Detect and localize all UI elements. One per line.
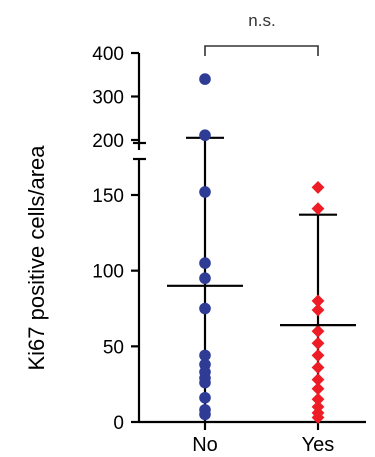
point-no-6 — [199, 349, 211, 362]
point-yes-7 — [311, 361, 325, 374]
point-yes-9 — [311, 382, 325, 396]
y-tick-label-400: 400 — [92, 44, 124, 65]
significance-bracket — [204, 45, 319, 56]
x-category-label-no: No — [192, 434, 218, 456]
point-no-11 — [199, 391, 211, 404]
point-no-3 — [199, 257, 211, 269]
y-tick-label-200: 200 — [92, 131, 124, 152]
point-yes-0 — [311, 181, 325, 194]
point-yes-2 — [311, 294, 325, 308]
y-tick-label-0: 0 — [113, 413, 124, 434]
point-yes-13 — [311, 411, 325, 424]
point-no-4 — [199, 272, 211, 285]
axes — [133, 53, 366, 430]
significance-label: n.s. — [248, 11, 275, 30]
point-no-0 — [199, 73, 211, 85]
point-yes-8 — [311, 373, 325, 387]
y-axis-label: Ki67 positive cells/area — [24, 145, 49, 371]
y-ticks: 0 50 100 150 200 300 400 — [92, 44, 139, 434]
point-no-5 — [199, 302, 211, 315]
point-no-10 — [199, 376, 211, 389]
point-yes-10 — [311, 392, 325, 406]
point-yes-6 — [311, 349, 325, 362]
y-tick-label-50: 50 — [103, 337, 124, 358]
y-tick-label-150: 150 — [92, 186, 124, 207]
y-tick-label-100: 100 — [92, 262, 124, 283]
point-yes-5 — [311, 336, 325, 350]
mean-lines — [167, 284, 356, 327]
point-no-2 — [199, 186, 211, 198]
point-yes-1 — [311, 202, 325, 216]
data-points — [199, 73, 325, 424]
y-tick-label-300: 300 — [92, 88, 124, 109]
x-category-label-yes: Yes — [302, 434, 335, 456]
point-no-1 — [199, 129, 211, 142]
point-yes-4 — [311, 324, 325, 338]
point-yes-3 — [311, 303, 325, 317]
point-no-13 — [199, 408, 211, 421]
